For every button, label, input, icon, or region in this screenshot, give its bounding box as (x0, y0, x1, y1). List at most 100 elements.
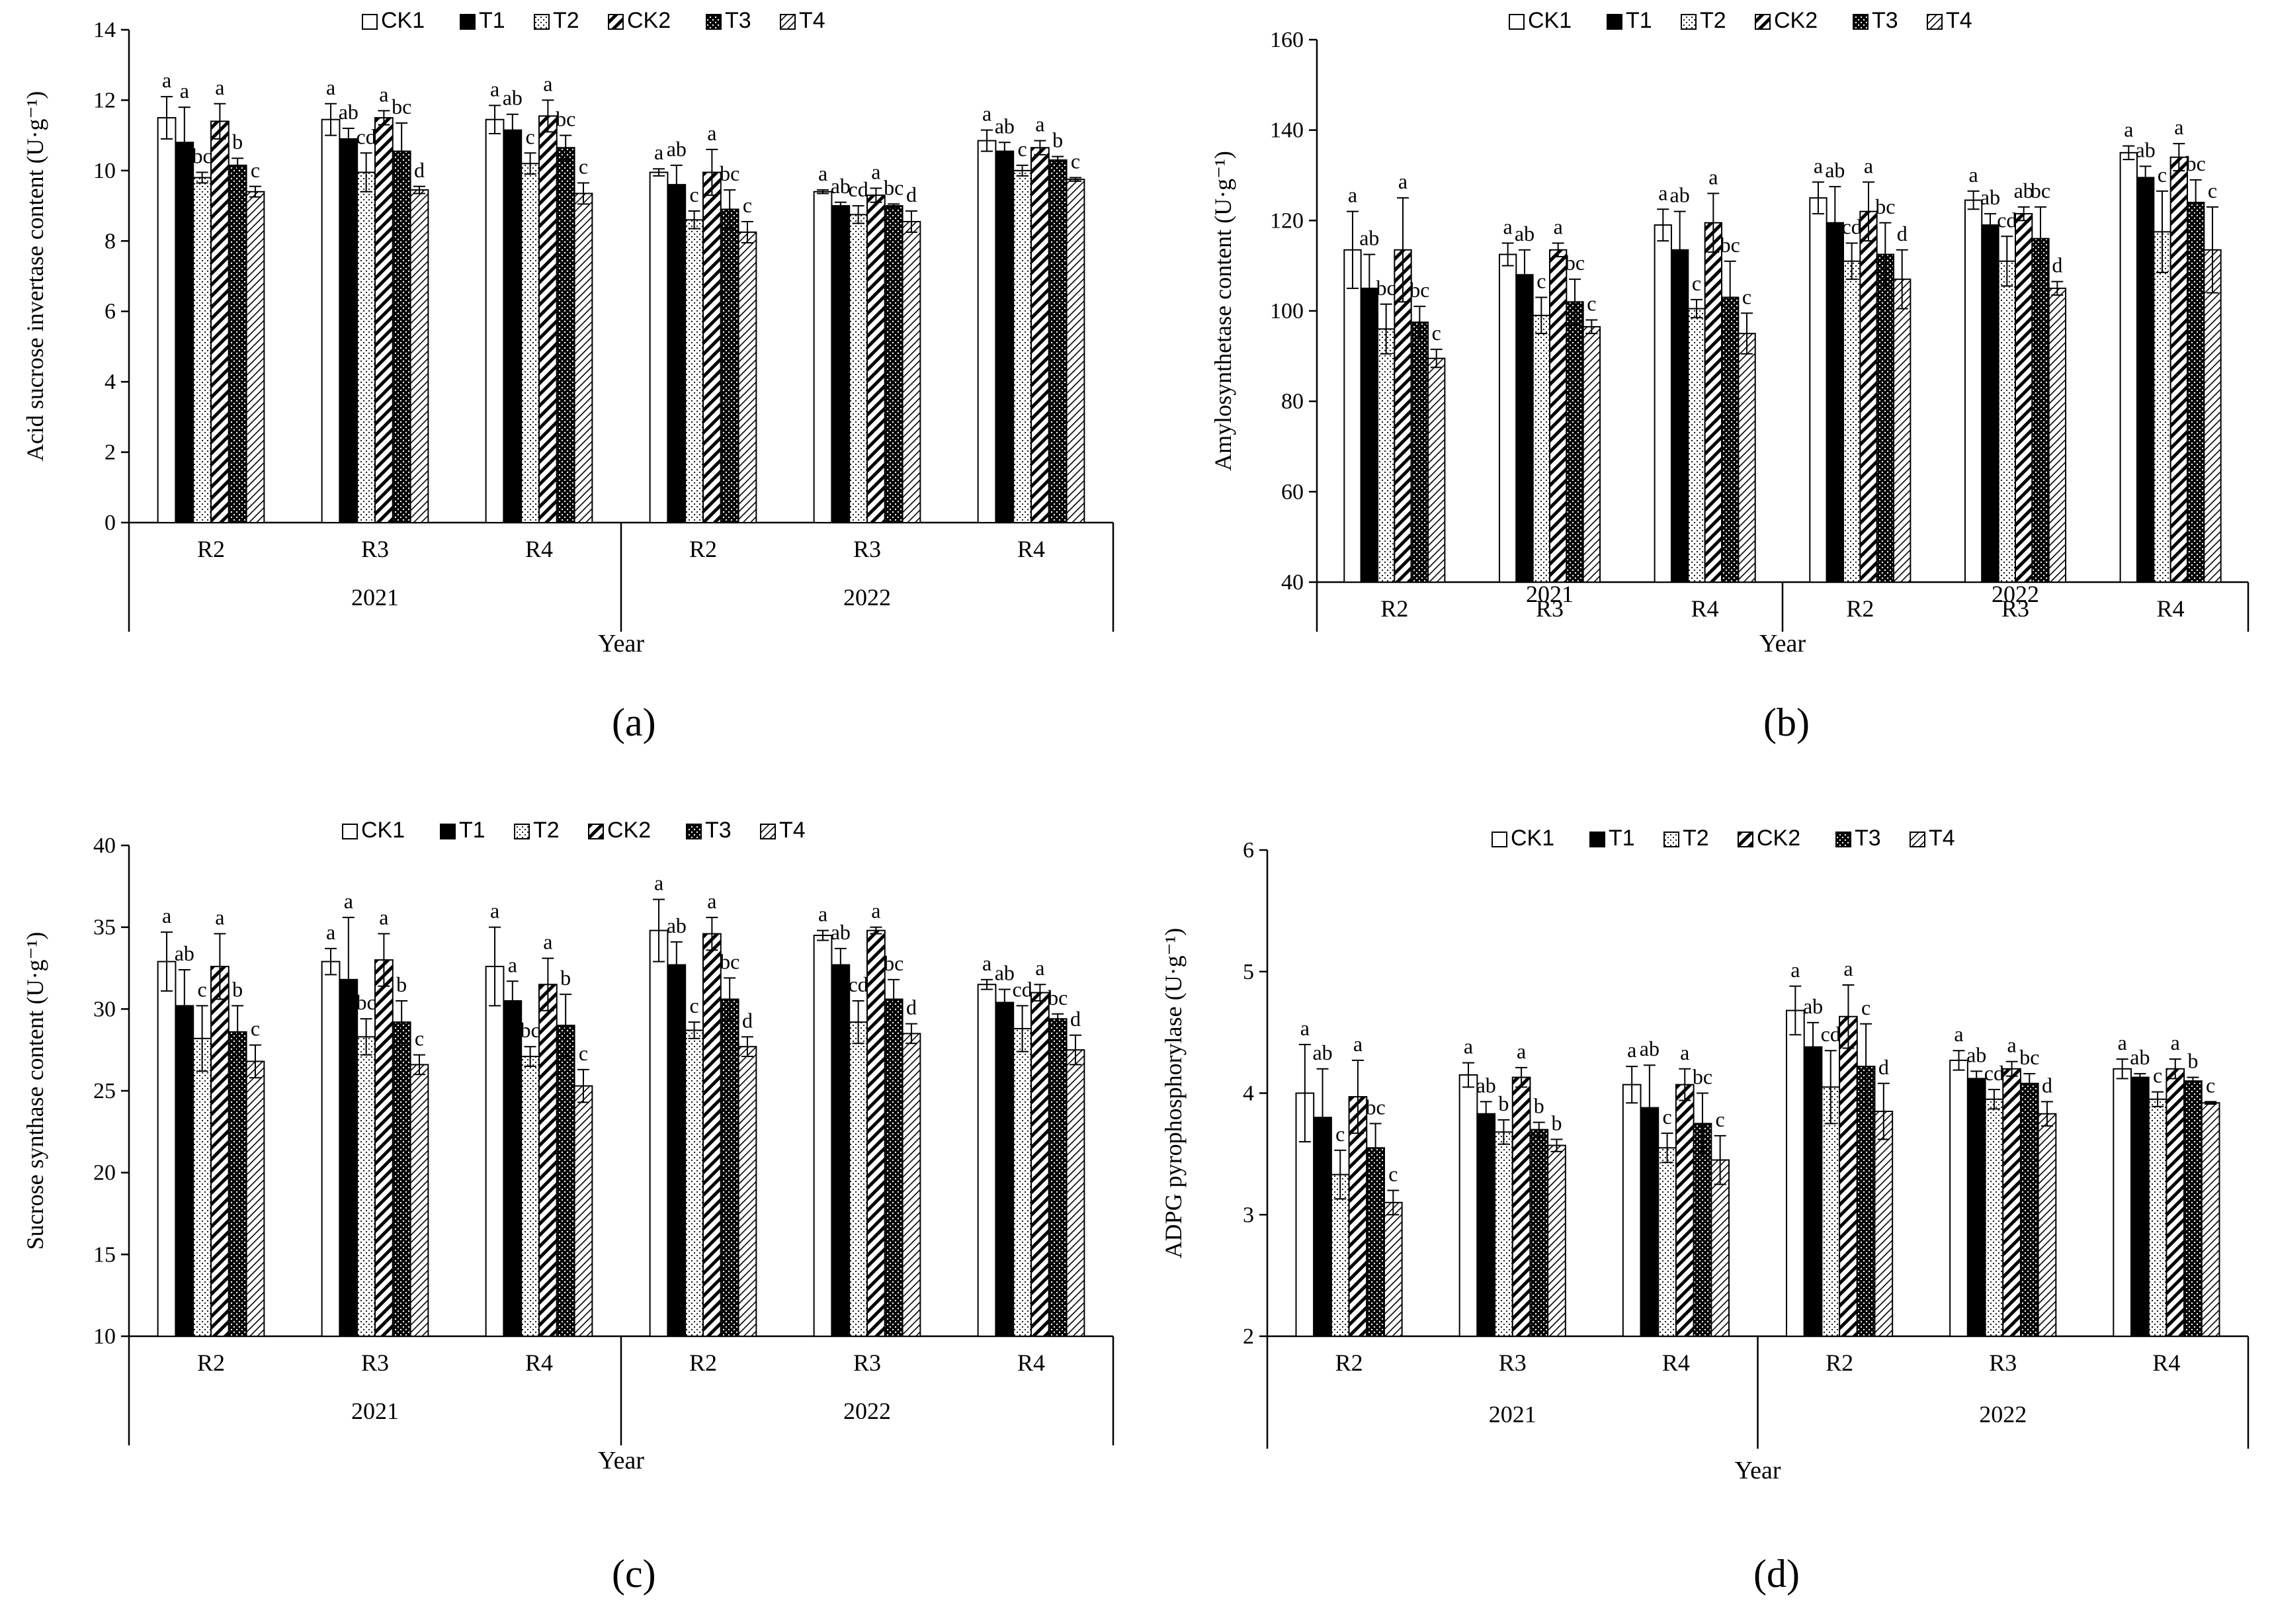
chart-panel-b: 40 60 80 100 120 140 160 Amylosynthetase conten… (1135, 0, 2270, 767)
significance-letter: c (2208, 179, 2217, 202)
y-tick-label: 140 (1270, 118, 1304, 143)
bar-ck1 (1622, 1084, 1642, 1337)
bar-t2 (1821, 1086, 1841, 1337)
significance-letter: c (1335, 1122, 1345, 1146)
significance-letter: c (198, 977, 207, 1001)
bar-t1 (1981, 224, 1999, 583)
significance-letter: a (818, 161, 827, 185)
significance-letter: a (490, 77, 499, 101)
significance-letter: a (215, 906, 224, 929)
significance-letter: a (379, 906, 388, 929)
x-category-label: R3 (853, 1349, 881, 1376)
significance-letter: ab (1359, 226, 1379, 250)
legend-label-ck1: CK1 (361, 818, 405, 843)
bar-ck1 (1949, 1059, 1968, 1337)
bar-t3 (1366, 1147, 1385, 1337)
significance-letter: ab (1980, 185, 2000, 209)
bar-ck1 (649, 171, 669, 523)
bar-t4 (1893, 278, 1912, 583)
significance-letter: cd (1821, 1022, 1841, 1046)
bar-t2 (849, 1021, 868, 1337)
bar-ck2 (374, 117, 394, 524)
bar-t3 (556, 147, 575, 523)
x-category-label: R2 (689, 536, 717, 562)
significance-letter: c (1587, 292, 1596, 316)
bar-ck1 (321, 961, 341, 1337)
bar-t4 (2201, 1102, 2220, 1337)
significance-letter: a (1969, 163, 1978, 187)
bar-t3 (1048, 1018, 1068, 1337)
bar-t2 (1984, 1098, 2004, 1337)
y-tick-label: 6 (105, 300, 116, 324)
y-tick-label: 25 (93, 1079, 116, 1103)
significance-letter: a (162, 904, 171, 927)
y-tick-label: 120 (1270, 208, 1304, 233)
significance-letter: c (2158, 163, 2167, 187)
y-tick-label: 8 (105, 229, 116, 253)
bar-t4 (1738, 333, 1756, 583)
legend-swatch-ck1 (362, 14, 378, 30)
y-tick-label: 40 (1281, 570, 1304, 595)
bar-t3 (2031, 237, 2050, 583)
significance-letter: ab (1825, 158, 1845, 182)
bar-ck1 (1343, 249, 1362, 583)
significance-letter: ab (995, 114, 1015, 138)
significance-letter: ab (1640, 1037, 1660, 1060)
legend-label-t2: T2 (1700, 8, 1726, 33)
significance-letter: a (1503, 215, 1513, 239)
bar-t3 (2187, 202, 2205, 583)
significance-letter: a (543, 930, 552, 954)
legend: CK1 T1 T2 CK2 T3 T4 (342, 818, 806, 843)
significance-letter: bc (720, 949, 739, 973)
significance-letter: a (871, 159, 880, 183)
significance-letter: a (1464, 1035, 1473, 1058)
significance-letter: c (526, 124, 535, 148)
y-axis: 0 2 4 6 8 10 12 14 (93, 18, 130, 632)
legend: CK1 T1 T2 CK2 T3 T4 (1509, 8, 1972, 33)
significance-letter: a (1843, 957, 1853, 980)
x-year-label: 2022 (843, 584, 891, 611)
y-axis-label: Sucrose synthase content (U·g⁻¹) (22, 932, 48, 1250)
significance-letter: cd (1984, 1061, 2004, 1085)
bar-t4 (902, 1033, 921, 1337)
bar-ck1 (977, 140, 997, 523)
significance-letter: bc (357, 990, 376, 1014)
significance-letter: a (1814, 153, 1823, 177)
significance-letter: a (490, 899, 499, 923)
legend-label-t2: T2 (1683, 826, 1709, 851)
significance-letter: ab (667, 914, 687, 937)
legend-swatch-t1 (1607, 14, 1622, 30)
bar-t4 (1427, 357, 1446, 583)
y-tick-label: 40 (93, 833, 116, 858)
bar-ck1 (1809, 197, 1828, 583)
bar-t3 (556, 1025, 575, 1337)
x-category-label: R4 (525, 536, 553, 562)
legend-label-t4: T4 (1946, 8, 1972, 33)
significance-letter: a (1035, 112, 1044, 136)
bar-t4 (737, 1046, 757, 1337)
bar-ck1 (1458, 1074, 1478, 1337)
bar-t2 (192, 177, 212, 523)
legend-label-t2: T2 (533, 818, 560, 843)
legend: CK1 T1 T2 CK2 T3 T4 (362, 8, 825, 33)
significance-letter: a (326, 920, 335, 944)
significance-letter: a (344, 889, 353, 913)
significance-letter: ab (1312, 1041, 1332, 1064)
significance-letter: a (982, 951, 991, 975)
x-category-label: R3 (361, 536, 389, 562)
significance-letter: c (579, 1041, 588, 1065)
y-tick-label: 60 (1281, 480, 1304, 504)
significance-letter: a (1627, 1038, 1636, 1062)
legend-label-t4: T4 (1929, 826, 1955, 851)
legend-swatch-t3 (1853, 14, 1869, 30)
significance-letter: b (396, 972, 407, 996)
bar-ck1 (157, 117, 177, 524)
significance-letter: bc (1409, 278, 1429, 302)
x-category-label: R2 (1846, 595, 1874, 622)
bar-t1 (2130, 1076, 2150, 1337)
x-category-label: R2 (1826, 1349, 1853, 1376)
legend-swatch-t2 (514, 824, 530, 839)
bar-ck2 (2165, 1068, 2185, 1337)
